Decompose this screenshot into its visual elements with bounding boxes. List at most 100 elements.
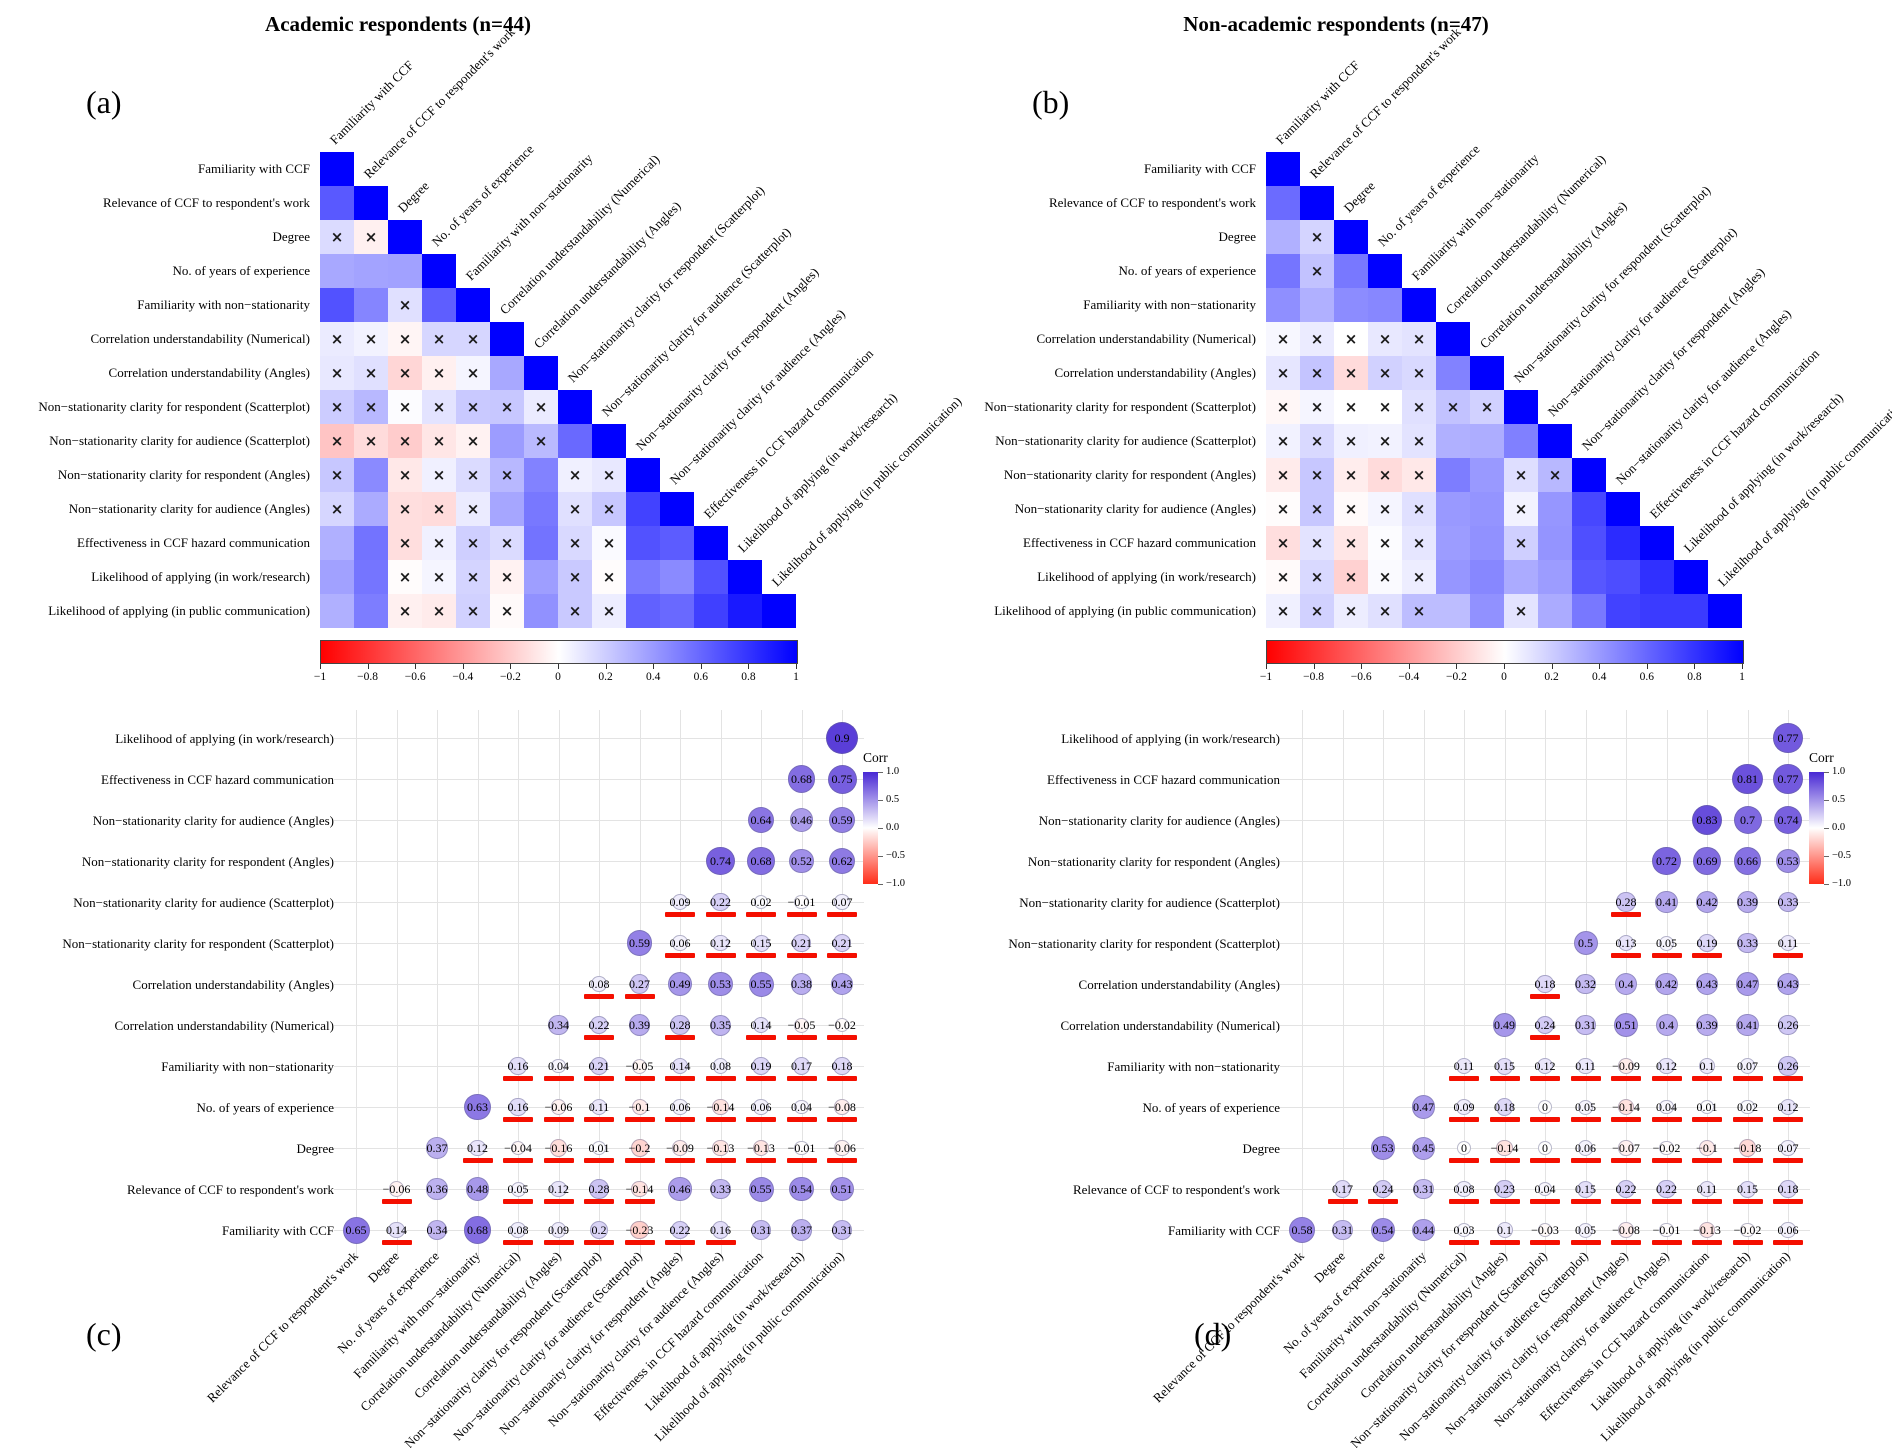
corr-circle [1655, 1014, 1678, 1036]
heatmap-cell [1368, 390, 1402, 424]
colorbar-tick-label: −0.4 [452, 671, 474, 683]
not-significant-underline [1692, 1240, 1722, 1245]
not-significant-underline [705, 912, 736, 917]
heatmap-row-label: Familiarity with CCF [198, 161, 310, 176]
not-significant-x-mark: × [500, 398, 514, 416]
corr-circle [1575, 1014, 1596, 1036]
colorbar-tick-mark [653, 664, 655, 669]
heatmap-column-label: Degree [394, 178, 432, 216]
heatmap-cell [1266, 322, 1300, 356]
not-significant-x-mark: × [1412, 398, 1426, 416]
heatmap-row-label: Degree [272, 229, 310, 244]
not-significant-x-mark: × [1514, 466, 1528, 484]
colorbar-tick-mark [415, 664, 417, 669]
corr-circle [549, 1139, 568, 1157]
corr-circle [712, 1139, 729, 1157]
corr-circle [590, 1221, 608, 1239]
corr-circle [1618, 1222, 1634, 1238]
corr-value-label: 0.43 [1777, 977, 1799, 991]
heatmap-cell [456, 356, 490, 390]
colorbar-tick-mark [462, 664, 464, 669]
heatmap-cell [1470, 492, 1504, 526]
not-significant-x-mark: × [500, 602, 514, 620]
plot-gridline [1280, 943, 1810, 944]
corr-circle [1779, 934, 1797, 952]
heatmap-column-label: Correlation understandability (Angles) [1476, 198, 1630, 352]
not-significant-x-mark: × [398, 398, 412, 416]
not-significant-x-mark: × [1310, 568, 1324, 586]
corr-value-label: 0.26 [1777, 1059, 1799, 1073]
corr-circle [747, 847, 775, 875]
corr-circle [631, 1099, 648, 1115]
corr-circle [1536, 975, 1554, 993]
corr-value-label: −0.09 [666, 1141, 694, 1155]
heatmap-cell [1334, 560, 1368, 594]
corr-circle [589, 1056, 609, 1076]
not-significant-underline [624, 1158, 655, 1163]
not-significant-underline [624, 1240, 655, 1245]
colorbar-tick-mark [1313, 664, 1315, 669]
corr-circle [1333, 1180, 1352, 1198]
not-significant-x-mark: × [364, 228, 378, 246]
corr-value-label: 0.62 [831, 854, 853, 868]
heatmap-row-label: Familiarity with non−stationarity [137, 297, 310, 312]
corr-circle [1732, 763, 1763, 795]
heatmap-cell [1402, 560, 1436, 594]
heatmap-row-label: Non−stationarity clarity for audience (A… [68, 501, 310, 516]
corr-value-label: 0.21 [831, 936, 853, 950]
heatmap-cell [1300, 288, 1334, 322]
heatmap-cell [354, 560, 388, 594]
corr-legend-tick-label: −0.5 [1832, 850, 1852, 861]
heatmap-cell [354, 356, 388, 390]
heatmap-cell [1334, 492, 1368, 526]
corr-value-label: 0.33 [1777, 895, 1799, 909]
not-significant-x-mark: × [466, 432, 480, 450]
heatmap-cell [456, 526, 490, 560]
colorbar-tick-label: 0.2 [1544, 671, 1559, 683]
corr-value-label: 0.18 [1494, 1100, 1515, 1114]
corr-circle [631, 1180, 648, 1198]
corr-value-label: 0.5 [1578, 936, 1593, 950]
corr-circle [711, 1221, 730, 1239]
corr-circle [1412, 1218, 1435, 1242]
plot-gridline [1280, 779, 1810, 780]
colorbar-tick-mark [1456, 664, 1458, 669]
corr-circle [550, 1222, 567, 1238]
corr-value-label: 0.31 [831, 1223, 853, 1237]
corr-value-label: −0.14 [706, 1100, 735, 1114]
corr-value-label: 0.24 [1372, 1182, 1394, 1196]
corr-circle [792, 933, 811, 953]
not-significant-x-mark: × [1548, 466, 1562, 484]
corr-legend-tick-mark [878, 884, 883, 885]
corr-circle [1699, 1099, 1715, 1115]
corr-legend-tick-mark [878, 772, 883, 773]
corr-circle [1495, 1179, 1514, 1199]
not-significant-underline [1449, 1199, 1479, 1204]
corr-circle [426, 1178, 448, 1200]
heatmap-cell [354, 322, 388, 356]
heatmap-cell [1436, 424, 1470, 458]
heatmap-cell [320, 526, 354, 560]
corr-legend-tick-mark [1824, 884, 1829, 885]
heatmap-cell [1368, 322, 1402, 356]
heatmap-cell [1266, 186, 1300, 220]
not-significant-x-mark: × [432, 534, 446, 552]
not-significant-underline [543, 1158, 574, 1163]
not-significant-x-mark: × [568, 534, 582, 552]
heatmap-cell [1368, 288, 1402, 322]
heatmap-row-label: No. of years of experience [172, 263, 310, 278]
corr-circle [1778, 1015, 1798, 1035]
corr-value-label: 0.08 [710, 1059, 731, 1073]
not-significant-x-mark: × [1310, 602, 1324, 620]
heatmap-row-label: Likelihood of applying (in public commun… [994, 603, 1256, 618]
heatmap-cell [490, 458, 524, 492]
corr-circle [670, 1015, 690, 1035]
corr-value-label: 0.05 [1575, 1100, 1596, 1114]
circle-plot-row-label: Familiarity with non−stationarity [161, 1059, 334, 1074]
panel-letter-b: (b) [1032, 84, 1070, 120]
not-significant-underline [1611, 1117, 1641, 1122]
heatmap-row-label: Relevance of CCF to respondent's work [1048, 195, 1256, 210]
heatmap-cell [1334, 390, 1368, 424]
not-significant-underline [1651, 1199, 1682, 1204]
corr-value-label: 0.18 [1534, 977, 1556, 991]
